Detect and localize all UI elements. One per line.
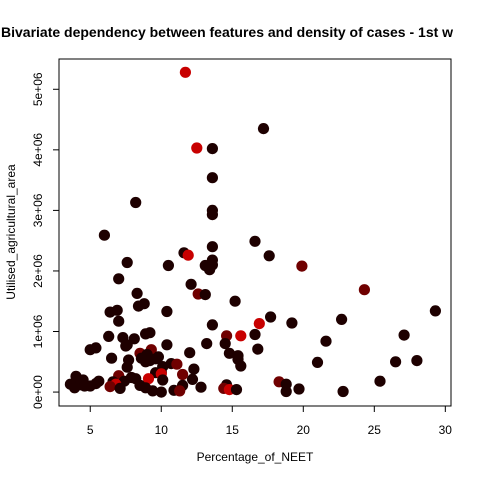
data-point bbox=[113, 273, 125, 285]
data-point bbox=[230, 384, 243, 396]
data-point bbox=[204, 264, 216, 276]
data-point bbox=[106, 352, 118, 364]
data-point bbox=[311, 356, 324, 368]
data-point bbox=[84, 344, 96, 356]
data-point bbox=[140, 356, 152, 368]
data-point bbox=[249, 328, 261, 341]
y-tick-label: 1e+06 bbox=[31, 314, 45, 348]
data-point bbox=[155, 386, 167, 398]
points-layer bbox=[64, 66, 441, 398]
data-point bbox=[161, 305, 173, 318]
data-point bbox=[280, 385, 292, 398]
x-tick-label: 5 bbox=[87, 423, 94, 437]
data-point bbox=[121, 256, 133, 269]
data-point bbox=[263, 250, 275, 262]
data-point bbox=[429, 305, 441, 317]
data-point bbox=[229, 295, 241, 307]
data-point bbox=[337, 385, 349, 398]
data-point bbox=[161, 339, 173, 351]
data-point bbox=[223, 347, 235, 359]
data-point bbox=[206, 143, 218, 155]
data-point bbox=[374, 375, 386, 387]
y-axis-label: Utilised_agricultural_area bbox=[4, 164, 18, 300]
data-point bbox=[257, 123, 270, 135]
data-point bbox=[195, 381, 207, 393]
x-axis: 5 10 15 20 25 30 bbox=[87, 405, 453, 437]
x-tick-label: 25 bbox=[368, 423, 382, 437]
data-point bbox=[411, 355, 423, 367]
y-tick-label: 2e+06 bbox=[31, 254, 45, 288]
data-point bbox=[336, 313, 348, 325]
data-point bbox=[320, 335, 332, 347]
data-point bbox=[147, 385, 159, 397]
data-point bbox=[188, 363, 200, 375]
data-point bbox=[206, 209, 218, 221]
data-point bbox=[113, 315, 125, 327]
chart-title: Bivariate dependency between features an… bbox=[1, 24, 453, 40]
data-point bbox=[185, 278, 197, 290]
y-tick-label: 5e+06 bbox=[31, 72, 45, 106]
data-point bbox=[157, 374, 169, 386]
y-tick-label: 3e+06 bbox=[31, 193, 45, 227]
data-point bbox=[219, 338, 231, 350]
y-tick-label: 0e+00 bbox=[31, 375, 45, 409]
data-point bbox=[140, 328, 152, 340]
data-point bbox=[79, 380, 91, 392]
data-point bbox=[358, 284, 370, 296]
x-tick-label: 20 bbox=[297, 423, 311, 437]
data-point bbox=[191, 142, 203, 154]
data-point bbox=[182, 249, 194, 261]
data-point bbox=[206, 319, 218, 331]
data-point bbox=[104, 381, 116, 393]
data-point bbox=[206, 241, 218, 253]
x-axis-label: Percentage_of_NEET bbox=[197, 450, 314, 464]
data-point bbox=[206, 172, 218, 184]
data-point bbox=[199, 289, 211, 301]
data-point bbox=[103, 330, 115, 342]
data-point bbox=[142, 373, 155, 385]
plot-frame bbox=[58, 58, 452, 407]
data-point bbox=[104, 306, 116, 318]
x-tick-label: 15 bbox=[226, 423, 240, 437]
data-point bbox=[130, 196, 142, 209]
data-point bbox=[120, 340, 132, 352]
data-point bbox=[114, 382, 126, 394]
data-point bbox=[171, 358, 183, 370]
data-point bbox=[265, 311, 277, 323]
data-point bbox=[252, 343, 264, 355]
x-tick-label: 10 bbox=[155, 423, 169, 437]
y-axis: 0e+00 1e+06 2e+06 3e+06 4e+06 5e+06 bbox=[31, 72, 60, 409]
data-point bbox=[235, 330, 247, 342]
data-point bbox=[249, 235, 261, 247]
data-point bbox=[398, 329, 410, 341]
data-point bbox=[121, 361, 133, 373]
data-point bbox=[201, 338, 213, 350]
data-point bbox=[179, 66, 191, 78]
data-point bbox=[174, 385, 186, 397]
data-point bbox=[98, 229, 110, 241]
data-point bbox=[69, 382, 81, 394]
data-point bbox=[253, 318, 265, 330]
data-point bbox=[390, 356, 402, 368]
data-point bbox=[286, 317, 298, 329]
data-point bbox=[184, 347, 196, 359]
x-tick-label: 30 bbox=[439, 423, 453, 437]
data-point bbox=[296, 260, 308, 272]
data-point bbox=[235, 360, 247, 372]
data-point bbox=[162, 259, 174, 272]
data-point bbox=[177, 368, 189, 381]
data-point bbox=[131, 287, 143, 299]
y-tick-label: 4e+06 bbox=[31, 133, 45, 167]
data-point bbox=[186, 373, 199, 385]
data-point bbox=[293, 383, 305, 395]
data-point bbox=[132, 300, 145, 312]
